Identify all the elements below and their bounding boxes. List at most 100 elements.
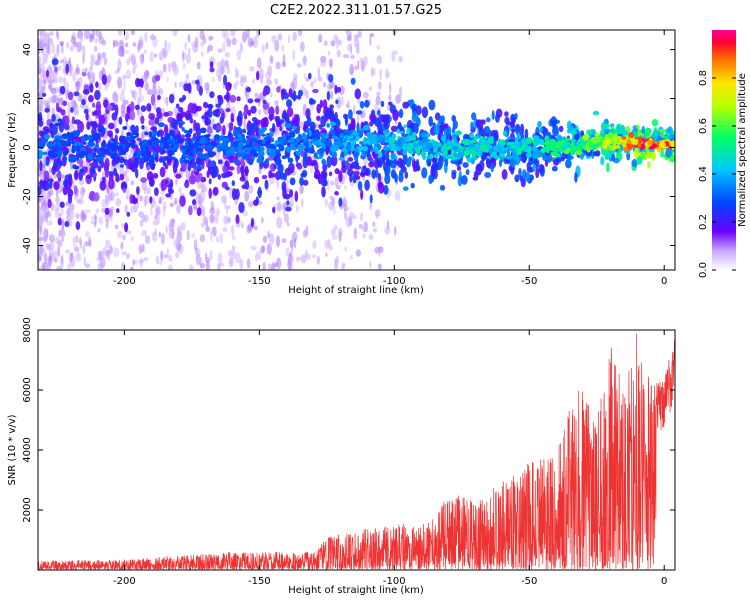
spectrogram-cell: [392, 109, 399, 121]
spectrogram-cell: [276, 257, 282, 269]
spectrogram-cell: [617, 127, 624, 135]
spectrogram-cell: [374, 246, 380, 254]
spectrogram-cell: [70, 35, 77, 45]
spectrogram-cell: [91, 167, 96, 174]
spectrogram-cell: [117, 230, 123, 239]
spectrogram-cell: [98, 114, 106, 125]
spectrogram-cell: [455, 130, 462, 136]
spectrogram-cell: [132, 67, 136, 74]
spectrogram-cell: [334, 84, 338, 95]
spectrogram-cell: [79, 168, 85, 174]
spectrogram-cell: [106, 104, 113, 111]
spectrogram-cell: [101, 51, 106, 59]
spectrogram-cell: [168, 93, 175, 104]
spectrogram-cell: [114, 70, 118, 75]
spectrogram-cell: [67, 91, 74, 101]
spectrogram-cell: [93, 192, 100, 202]
spectrogram-cell: [203, 101, 208, 108]
spectrogram-cell: [61, 236, 64, 243]
snr-panel: -200 -150 -100 -50 0 2000 4000 6000 8000 Height…: [7, 317, 676, 596]
spectrogram-cell: [204, 82, 209, 89]
spectrogram-cell: [330, 155, 338, 167]
spectrogram-cell: [55, 30, 59, 38]
spectrogram-cell: [145, 194, 149, 205]
spectrogram-cell: [214, 97, 217, 106]
spectrogram-cell: [422, 138, 430, 143]
spectrogram-cell: [558, 125, 564, 133]
spectrogram-cell: [82, 244, 86, 255]
spectrogram-cell: [199, 257, 203, 267]
spectrogram-cell: [262, 117, 268, 129]
spectrogram-cell: [344, 134, 348, 142]
spectrogram-cell: [248, 201, 254, 208]
spectrogram-cell: [473, 136, 480, 140]
spectrogram-cell: [394, 190, 401, 202]
spectrogram-cell: [323, 40, 328, 47]
spectrogram-cell: [288, 157, 294, 163]
spectrogram-cell: [256, 119, 262, 124]
spectrogram-cell: [58, 213, 62, 218]
spectrogram-cell: [338, 157, 345, 161]
spectrogram-cell: [241, 128, 247, 134]
spectrogram-cell: [152, 82, 157, 89]
spectrogram-cell: [132, 204, 138, 213]
spectrogram-cell: [88, 235, 91, 247]
spectrogram-cell: [51, 43, 56, 55]
spectrogram-cell: [41, 163, 46, 168]
spectrogram-cell: [72, 180, 75, 190]
spectrogram-cell: [229, 94, 237, 103]
spectrogram-cell: [231, 249, 236, 259]
spectrogram-cell: [347, 169, 354, 177]
spectrogram-cell: [171, 62, 174, 70]
spectrogram-cell: [394, 173, 398, 183]
spectrogram-cell: [238, 202, 245, 214]
spectrogram-cell: [228, 250, 234, 257]
spectrogram-cell: [153, 140, 157, 146]
spectrogram-cell: [518, 167, 522, 178]
spectrogram-cell: [119, 92, 125, 102]
spectrogram-cell: [52, 90, 55, 103]
spectrogram-cell: [592, 110, 600, 116]
spectrogram-cell: [178, 228, 181, 237]
spectrogram-cell: [383, 145, 388, 151]
spectrogram-cell: [275, 171, 281, 181]
spectrogram-cell: [171, 156, 176, 160]
spectrogram-cell: [144, 235, 151, 244]
x-tick-label: -200: [113, 576, 136, 587]
colorbar-ticks: 0.0 0.2 0.4 0.6 0.8: [698, 70, 736, 278]
spectrogram-cell: [155, 107, 162, 114]
snr-x-label: Height of straight line (km): [288, 585, 424, 596]
spectrogram-cell: [347, 135, 354, 140]
spectrogram-cell: [362, 233, 366, 239]
spectrogram-cell: [117, 145, 121, 151]
spectrogram-cell: [245, 135, 250, 140]
spectrogram-cell: [81, 99, 86, 106]
spectrogram-cell: [107, 130, 113, 138]
spectrogram-cell: [130, 180, 134, 186]
spectrogram-cell: [67, 107, 71, 119]
spectrogram-cell: [466, 157, 472, 163]
colorbar: 0.0 0.2 0.4 0.6 0.8 Normalized spectral ampl…: [698, 30, 748, 278]
spectrogram-cell: [462, 140, 470, 145]
spectrogram-cell: [146, 187, 152, 195]
spectrogram-cell: [331, 135, 339, 139]
spectrogram-cell: [59, 59, 65, 64]
spectrogram-cell: [235, 80, 240, 86]
spectrogram-cell: [406, 134, 412, 140]
spectrogram-cell: [47, 150, 54, 157]
spectrogram-cell: [47, 96, 52, 104]
spectrogram-cell: [80, 147, 86, 151]
spectrogram-cell: [504, 116, 510, 124]
spectrogram-cell: [354, 88, 362, 100]
spectrogram-cell: [42, 151, 48, 155]
spectrogram-cell: [552, 145, 556, 152]
spectrogram-cell: [173, 158, 179, 169]
spectrogram-cell: [272, 122, 276, 133]
spectrogram-cell: [66, 41, 70, 49]
spectrogram-cell: [53, 158, 60, 163]
spectrogram-cell: [49, 189, 54, 196]
spectrogram-cell: [406, 146, 412, 153]
spectrogram-cell: [298, 145, 304, 149]
spectrogram-cell: [57, 118, 63, 123]
